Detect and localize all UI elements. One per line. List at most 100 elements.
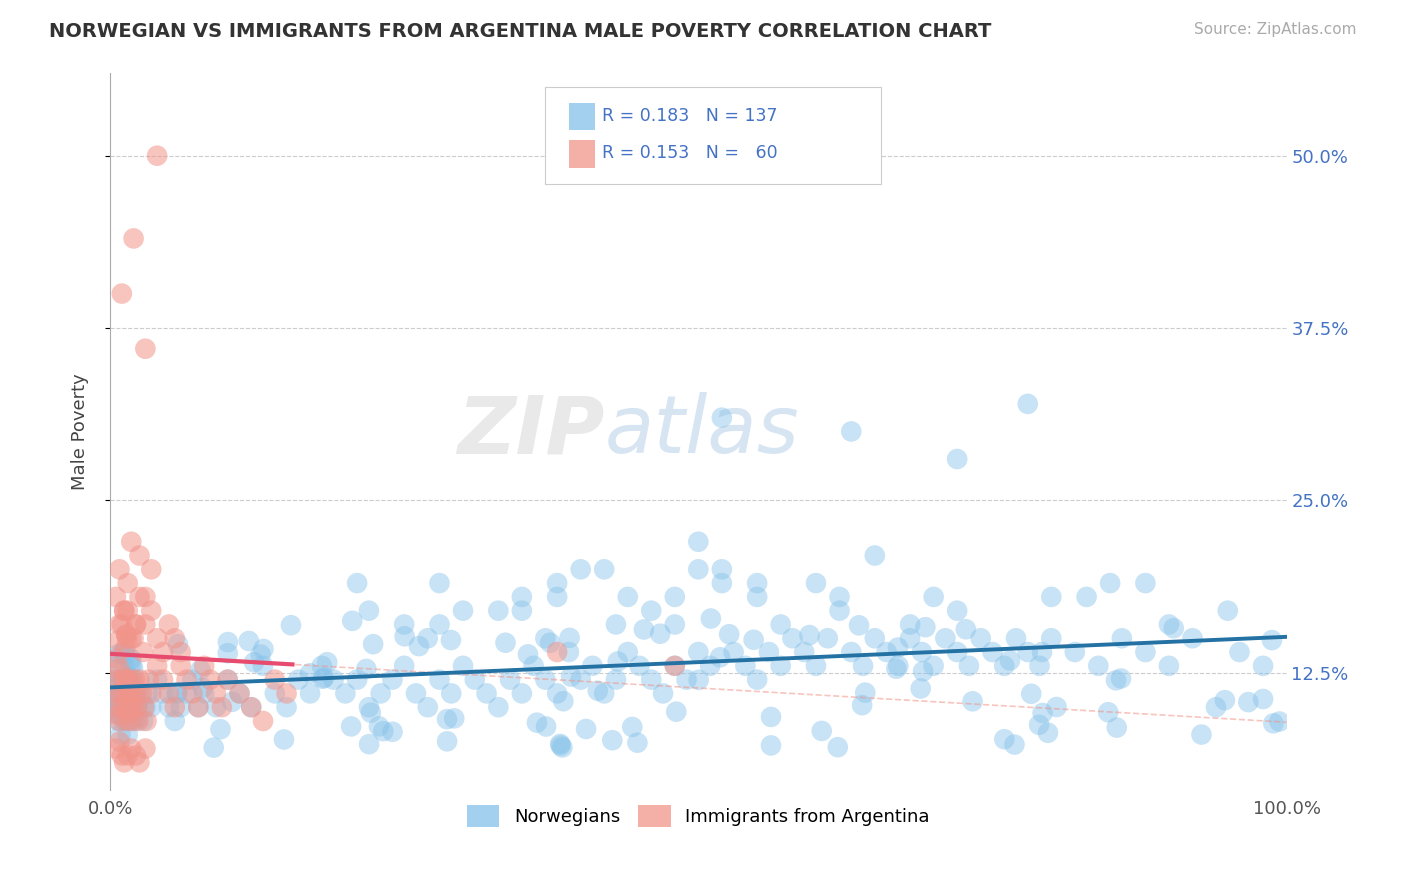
Point <box>117 728 139 742</box>
Point <box>1163 621 1185 635</box>
Point <box>799 628 821 642</box>
Point <box>169 658 191 673</box>
Point <box>361 637 384 651</box>
Point <box>546 645 568 659</box>
Point <box>152 645 174 659</box>
Point <box>429 617 451 632</box>
Point <box>115 673 138 687</box>
Point <box>104 741 127 756</box>
Point <box>249 648 271 662</box>
Point <box>898 617 921 632</box>
Point <box>120 534 142 549</box>
Point <box>217 635 239 649</box>
Point <box>912 665 935 679</box>
Point <box>436 712 458 726</box>
Point <box>664 590 686 604</box>
Point <box>550 739 572 753</box>
Point <box>664 617 686 632</box>
Point <box>107 706 129 721</box>
Point <box>152 686 174 700</box>
Point <box>157 700 180 714</box>
Point <box>368 719 391 733</box>
Point <box>111 617 134 632</box>
Text: ZIP: ZIP <box>457 392 605 470</box>
Point <box>640 673 662 687</box>
Point <box>122 700 145 714</box>
Point <box>804 658 827 673</box>
Point <box>688 673 710 687</box>
Point <box>128 686 150 700</box>
Point <box>652 686 675 700</box>
Point <box>108 617 131 632</box>
Point <box>128 673 150 687</box>
Point <box>346 673 368 687</box>
Point <box>1076 590 1098 604</box>
Point <box>120 632 142 646</box>
Point <box>127 700 149 714</box>
Point <box>993 732 1015 747</box>
Point <box>112 756 135 770</box>
Point <box>134 700 156 714</box>
Point <box>526 715 548 730</box>
Point <box>1213 693 1236 707</box>
Point <box>335 686 357 700</box>
Point <box>569 562 592 576</box>
Point <box>125 617 148 632</box>
Point <box>817 632 839 646</box>
Point <box>558 631 581 645</box>
Point <box>1004 738 1026 752</box>
Point <box>839 425 862 439</box>
Point <box>1031 645 1053 659</box>
Point <box>163 632 186 646</box>
Point <box>273 732 295 747</box>
Point <box>107 700 129 714</box>
Point <box>534 719 557 733</box>
Point <box>394 629 416 643</box>
Point <box>198 673 221 687</box>
Y-axis label: Male Poverty: Male Poverty <box>72 373 89 490</box>
Point <box>316 655 339 669</box>
Point <box>176 673 198 687</box>
Point <box>166 685 188 699</box>
Point <box>898 632 921 646</box>
Point <box>118 686 141 700</box>
Point <box>125 748 148 763</box>
Point <box>104 701 127 715</box>
Point <box>605 673 627 687</box>
Point <box>851 698 873 713</box>
Point <box>190 663 212 677</box>
Legend: Norwegians, Immigrants from Argentina: Norwegians, Immigrants from Argentina <box>460 798 936 835</box>
Text: Source: ZipAtlas.com: Source: ZipAtlas.com <box>1194 22 1357 37</box>
Point <box>828 590 851 604</box>
Point <box>970 632 993 646</box>
Point <box>112 686 135 700</box>
Point <box>1216 604 1239 618</box>
Point <box>742 632 765 647</box>
Point <box>114 648 136 662</box>
Point <box>114 700 136 714</box>
Point <box>122 692 145 706</box>
Point <box>759 710 782 724</box>
Point <box>665 705 688 719</box>
Point <box>157 686 180 700</box>
Point <box>120 686 142 700</box>
Point <box>117 576 139 591</box>
Point <box>510 686 533 700</box>
Point <box>863 632 886 646</box>
Point <box>876 645 898 659</box>
Point <box>136 686 159 700</box>
Point <box>276 686 298 700</box>
Point <box>152 673 174 687</box>
Point <box>228 686 250 700</box>
Point <box>110 657 132 671</box>
Point <box>243 655 266 669</box>
Point <box>359 737 381 751</box>
Point <box>710 562 733 576</box>
Point <box>1105 673 1128 688</box>
Point <box>157 617 180 632</box>
Point <box>628 658 651 673</box>
Point <box>523 658 546 673</box>
Point <box>853 685 876 699</box>
Point <box>125 617 148 632</box>
Point <box>429 576 451 591</box>
